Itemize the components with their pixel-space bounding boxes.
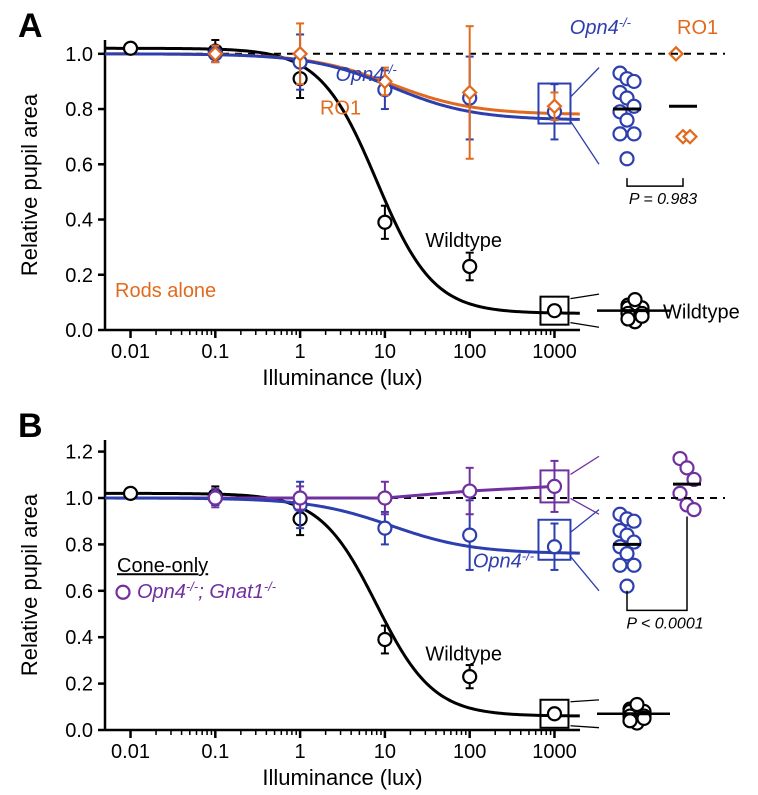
svg-text:10: 10: [374, 741, 396, 763]
svg-text:0.4: 0.4: [65, 627, 93, 649]
svg-text:A: A: [18, 7, 43, 45]
svg-text:0.2: 0.2: [65, 265, 93, 287]
svg-text:100: 100: [453, 341, 486, 363]
svg-text:Opn4-/-; Gnat1-/-: Opn4-/-; Gnat1-/-: [137, 579, 277, 604]
figure-container: 0.00.20.40.60.81.00.010.11101001000Illum…: [0, 0, 758, 795]
panel-b: 0.0 0.2 0.4 0.6 0.8 1.0 1.2 0.01 0.1 1 10 100 1000 Il…: [17, 407, 725, 790]
svg-text:0.1: 0.1: [201, 341, 229, 363]
svg-text:P = 0.983: P = 0.983: [629, 191, 697, 208]
svg-text:0.2: 0.2: [65, 674, 93, 696]
svg-text:1.0: 1.0: [65, 488, 93, 510]
svg-text:0.0: 0.0: [65, 320, 93, 342]
svg-text:1000: 1000: [532, 741, 577, 763]
svg-text:Opn4-/-: Opn4-/-: [473, 548, 535, 573]
figure-svg: 0.00.20.40.60.81.00.010.11101001000Illum…: [0, 0, 758, 795]
svg-text:Cone-only: Cone-only: [117, 555, 208, 577]
svg-text:0.6: 0.6: [65, 581, 93, 603]
svg-text:1: 1: [295, 741, 306, 763]
svg-text:1: 1: [295, 341, 306, 363]
svg-text:0.01: 0.01: [111, 341, 150, 363]
svg-text:1000: 1000: [532, 341, 577, 363]
svg-text:0.8: 0.8: [65, 534, 93, 556]
svg-text:Relative pupil area: Relative pupil area: [17, 93, 42, 276]
svg-text:Illuminance (lux): Illuminance (lux): [262, 365, 422, 390]
svg-text:0.4: 0.4: [65, 210, 93, 232]
svg-text:P < 0.0001: P < 0.0001: [626, 615, 703, 632]
svg-text:Wildtype: Wildtype: [425, 643, 502, 665]
svg-text:0.1: 0.1: [201, 741, 229, 763]
svg-text:0.6: 0.6: [65, 154, 93, 176]
svg-text:Opn4-/-: Opn4-/-: [570, 14, 632, 39]
svg-text:100: 100: [453, 741, 486, 763]
svg-text:B: B: [18, 407, 43, 445]
svg-text:Illuminance (lux): Illuminance (lux): [262, 765, 422, 790]
svg-text:RO1: RO1: [320, 97, 361, 119]
svg-text:Rods alone: Rods alone: [115, 280, 216, 302]
svg-text:Wildtype: Wildtype: [663, 302, 740, 324]
svg-text:0.8: 0.8: [65, 99, 93, 121]
svg-text:0.01: 0.01: [111, 741, 150, 763]
panel-a: 0.0 0.2 0.4 0.6 0.8 1.0 0.01 0.1 1 10 100 1000 Illum…: [17, 7, 740, 390]
svg-text:1.0: 1.0: [65, 44, 93, 66]
svg-text:Relative pupil area: Relative pupil area: [17, 493, 42, 676]
svg-text:10: 10: [374, 341, 396, 363]
svg-text:Wildtype: Wildtype: [425, 230, 502, 252]
svg-text:1.2: 1.2: [65, 442, 93, 464]
svg-text:RO1: RO1: [677, 17, 718, 39]
svg-text:0.0: 0.0: [65, 720, 93, 742]
